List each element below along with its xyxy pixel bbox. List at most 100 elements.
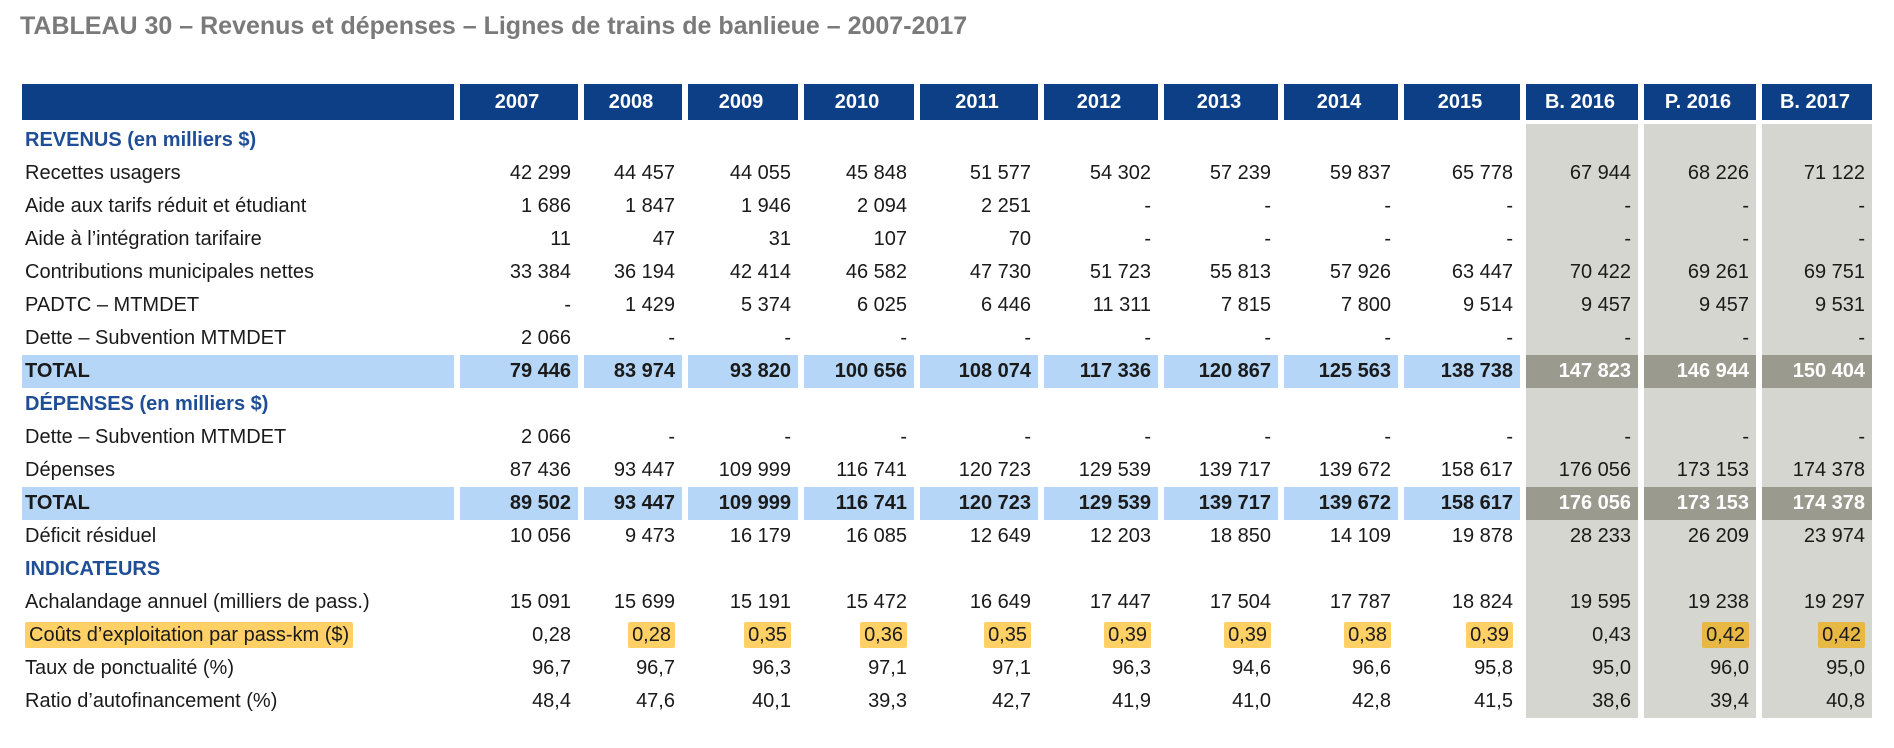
highlighted-value: 0,42: [1818, 622, 1865, 648]
value-cell: -: [1526, 322, 1644, 355]
value-cell: 93 447: [584, 487, 688, 520]
section-row: INDICATEURS: [22, 553, 1878, 586]
value-cell: 174 378: [1762, 487, 1878, 520]
value-cell: 11 311: [1044, 289, 1164, 322]
value-cell: 0,39: [1164, 619, 1284, 652]
row-label: Aide à l’intégration tarifaire: [22, 223, 460, 256]
value-cell: -: [1284, 322, 1404, 355]
value-cell: 39,3: [804, 685, 920, 718]
value-cell: -: [1644, 322, 1762, 355]
table-row: Achalandage annuel (milliers de pass.) 15…: [22, 586, 1878, 619]
highlighted-value: 0,28: [628, 622, 675, 648]
value-cell: 95,8: [1404, 652, 1526, 685]
table-body: REVENUS (en milliers $) Recettes usagers 4…: [22, 124, 1878, 718]
column-header: P. 2016: [1644, 84, 1762, 124]
header-label-cell: [22, 84, 460, 124]
column-header: 2014: [1284, 84, 1404, 124]
value-cell: 1 686: [460, 190, 584, 223]
table-row: Dette – Subvention MTMDET 2 066- - - - - - - - - -…: [22, 421, 1878, 454]
value-cell: 139 717: [1164, 487, 1284, 520]
value-cell: 68 226: [1644, 157, 1762, 190]
table-row: Recettes usagers 42 299 44 457 44 055 45 848…: [22, 157, 1878, 190]
value-cell: -: [1644, 190, 1762, 223]
value-cell: [1404, 388, 1526, 421]
row-label: INDICATEURS: [22, 553, 460, 586]
table-row: Ratio d’autofinancement (%) 48,4 47,6 40,1 3…: [22, 685, 1878, 718]
value-cell: -: [804, 421, 920, 454]
value-cell: 44 457: [584, 157, 688, 190]
value-cell: -: [1284, 223, 1404, 256]
value-cell: 0,35: [688, 619, 804, 652]
value-cell: [804, 124, 920, 157]
value-cell: 96,7: [460, 652, 584, 685]
value-cell: 108 074: [920, 355, 1044, 388]
value-cell: 116 741: [804, 487, 920, 520]
value-cell: 19 238: [1644, 586, 1762, 619]
table-title: TABLEAU 30 – Revenus et dépenses – Ligne…: [20, 12, 968, 40]
value-cell: 9 473: [584, 520, 688, 553]
highlighted-value: 0,38: [1344, 622, 1391, 648]
value-cell: 0,28: [460, 619, 584, 652]
value-cell: 19 878: [1404, 520, 1526, 553]
value-cell: 0,39: [1404, 619, 1526, 652]
value-cell: 2 094: [804, 190, 920, 223]
highlighted-value: 0,35: [984, 622, 1031, 648]
table-row: Taux de ponctualité (%) 96,7 96,7 96,3 97,1 9…: [22, 652, 1878, 685]
value-cell: 83 974: [584, 355, 688, 388]
value-cell: 1 847: [584, 190, 688, 223]
value-cell: [1762, 124, 1878, 157]
highlighted-value: 0,35: [744, 622, 791, 648]
value-cell: [584, 553, 688, 586]
row-label: Déficit résiduel: [22, 520, 460, 553]
value-cell: 173 153: [1644, 454, 1762, 487]
value-cell: 28 233: [1526, 520, 1644, 553]
value-cell: 93 820: [688, 355, 804, 388]
row-label: Achalandage annuel (milliers de pass.): [22, 586, 460, 619]
column-header: 2008: [584, 84, 688, 124]
value-cell: -: [1284, 190, 1404, 223]
value-cell: 109 999: [688, 487, 804, 520]
value-cell: 47,6: [584, 685, 688, 718]
total-row: TOTAL 79 446 83 974 93 820 100 656 108 074 117…: [22, 355, 1878, 388]
value-cell: -: [1526, 223, 1644, 256]
value-cell: 12 649: [920, 520, 1044, 553]
value-cell: 0,42: [1762, 619, 1878, 652]
value-cell: [1644, 553, 1762, 586]
value-cell: -: [1044, 223, 1164, 256]
value-cell: 69 751: [1762, 256, 1878, 289]
row-label: Dette – Subvention MTMDET: [22, 322, 460, 355]
value-cell: [1404, 553, 1526, 586]
value-cell: -: [1762, 223, 1878, 256]
value-cell: 96,6: [1284, 652, 1404, 685]
value-cell: 139 672: [1284, 454, 1404, 487]
value-cell: [1404, 124, 1526, 157]
value-cell: 19 297: [1762, 586, 1878, 619]
value-cell: [1284, 124, 1404, 157]
value-cell: 2 066: [460, 421, 584, 454]
value-cell: 19 595: [1526, 586, 1644, 619]
value-cell: [688, 388, 804, 421]
value-cell: -: [1404, 322, 1526, 355]
value-cell: [1164, 124, 1284, 157]
value-cell: -: [1762, 190, 1878, 223]
value-cell: 45 848: [804, 157, 920, 190]
value-cell: 176 056: [1526, 454, 1644, 487]
row-label: Ratio d’autofinancement (%): [22, 685, 460, 718]
highlighted-label: Coûts d’exploitation par pass-km ($): [25, 622, 354, 648]
value-cell: 36 194: [584, 256, 688, 289]
table-row: Aide aux tarifs réduit et étudiant 1 686 1…: [22, 190, 1878, 223]
value-cell: -: [584, 421, 688, 454]
value-cell: -: [1164, 421, 1284, 454]
value-cell: 125 563: [1284, 355, 1404, 388]
value-cell: [804, 388, 920, 421]
column-header: B. 2017: [1762, 84, 1878, 124]
value-cell: 100 656: [804, 355, 920, 388]
value-cell: [1164, 553, 1284, 586]
highlighted-value: 0,39: [1466, 622, 1513, 648]
value-cell: [1644, 124, 1762, 157]
value-cell: -: [688, 322, 804, 355]
section-row: DÉPENSES (en milliers $): [22, 388, 1878, 421]
table-row: Dette – Subvention MTMDET 2 066- - - - - - - - - -…: [22, 322, 1878, 355]
value-cell: -: [584, 322, 688, 355]
value-cell: 95,0: [1526, 652, 1644, 685]
